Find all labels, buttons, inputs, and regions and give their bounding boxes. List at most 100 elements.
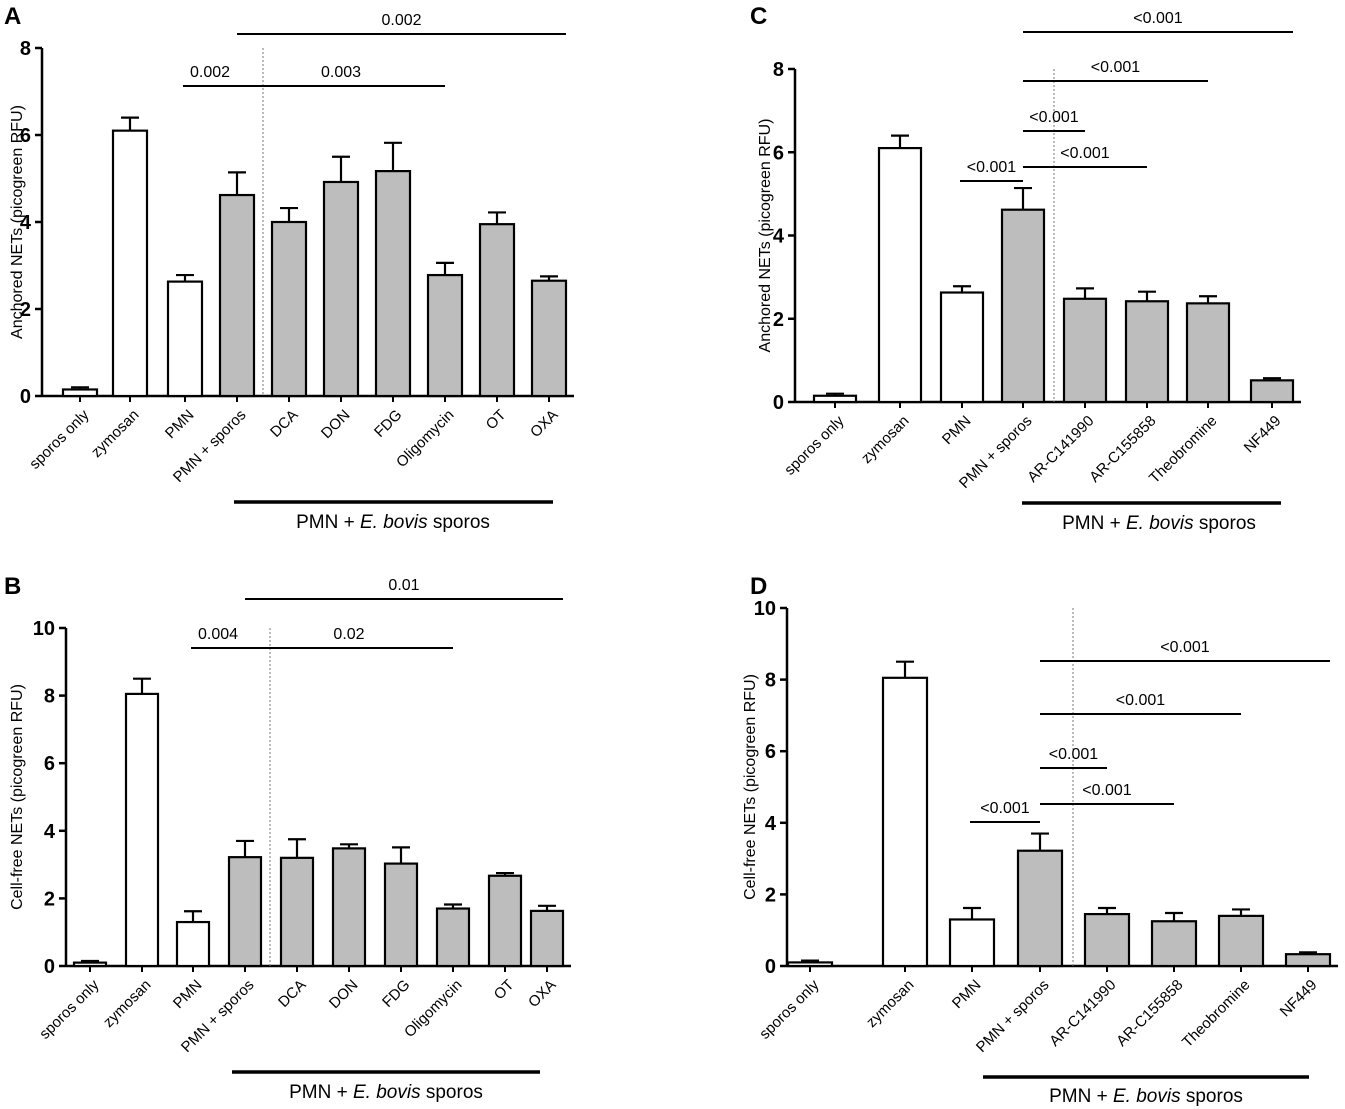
y-tick-label: 4 [20, 212, 32, 234]
bar [270, 220, 308, 398]
significance-label: <0.001 [1029, 109, 1078, 126]
bar [1185, 302, 1231, 404]
bar [1249, 379, 1295, 404]
group-label: PMN + E. bovis sporos [1049, 1086, 1243, 1107]
y-axis-title: Anchored NETs (picogreen RFU) [757, 119, 774, 353]
bar [111, 129, 149, 398]
bar [1150, 920, 1198, 968]
bar [383, 862, 419, 968]
significance-label: 0.002 [190, 64, 230, 81]
bar [279, 856, 315, 968]
bar [1284, 953, 1332, 968]
y-tick-label: 8 [773, 59, 784, 81]
y-tick-label: 0 [765, 956, 776, 978]
significance-label: 0.004 [198, 626, 238, 643]
bar [478, 223, 516, 398]
bar [939, 291, 985, 404]
category-label: Theobromine [1179, 976, 1254, 1051]
bar [175, 920, 211, 968]
significance-label: <0.001 [1160, 639, 1209, 656]
significance-label: 0.003 [321, 64, 361, 81]
bar [435, 907, 471, 968]
category-label: PMN [170, 976, 206, 1012]
bar [1062, 297, 1108, 404]
y-tick-label: 4 [773, 226, 785, 248]
y-tick-label: 2 [773, 309, 784, 331]
significance-label: <0.001 [1091, 59, 1140, 76]
category-label: OT [491, 976, 518, 1003]
category-label: zymosan [100, 976, 154, 1030]
y-axis-title: Anchored NETs (picogreen RFU) [9, 105, 26, 339]
bar [426, 273, 464, 398]
category-label: DON [318, 406, 354, 442]
y-tick-label: 10 [33, 618, 55, 640]
panel-letter: B [4, 573, 21, 600]
category-label: sporos only [36, 976, 103, 1043]
y-tick-label: 8 [44, 686, 55, 708]
y-tick-label: 2 [765, 884, 776, 906]
bar [1124, 300, 1170, 404]
bar [786, 961, 834, 968]
category-label: sporos only [756, 976, 823, 1043]
bar [1000, 208, 1046, 404]
category-label: PMN + sporos [973, 976, 1053, 1056]
y-tick-label: 8 [20, 38, 31, 60]
category-label: zymosan [858, 412, 912, 466]
significance-label: 0.01 [388, 577, 419, 594]
panel-d: D 0 2 4 6 8 10 Cell-free NETs (picogreen RFU) s… [742, 573, 1338, 1107]
category-label: PMN [162, 406, 198, 442]
category-label: AR-C141990 [1046, 976, 1119, 1049]
bar [124, 692, 160, 968]
category-label: PMN [939, 412, 975, 448]
y-tick-label: 6 [765, 741, 776, 763]
bar [331, 847, 367, 968]
bar [881, 676, 929, 968]
panel-letter: A [4, 3, 21, 30]
significance-label: <0.001 [1133, 10, 1182, 27]
bar [218, 193, 256, 398]
significance-label: 0.02 [333, 626, 364, 643]
bar [812, 394, 858, 404]
y-tick-label: 4 [44, 821, 56, 843]
category-label: sporos only [781, 412, 848, 479]
y-tick-label: 4 [765, 813, 777, 835]
y-tick-label: 0 [20, 386, 31, 408]
category-label: zymosan [863, 976, 917, 1030]
bar [1016, 849, 1064, 968]
bar [374, 170, 412, 398]
significance-label: <0.001 [967, 159, 1016, 176]
bar [166, 280, 204, 398]
bar [227, 856, 263, 968]
bar [529, 909, 565, 968]
group-label: PMN + E. bovis sporos [1062, 513, 1256, 534]
bar [1083, 912, 1131, 968]
group-label: PMN + E. bovis sporos [289, 1082, 483, 1103]
category-label: FDG [379, 976, 413, 1010]
bar [1217, 914, 1265, 968]
category-label: DON [326, 976, 362, 1012]
significance-label: <0.001 [1060, 145, 1109, 162]
y-tick-label: 0 [773, 392, 784, 414]
y-tick-label: 2 [44, 888, 55, 910]
significance-label: 0.002 [381, 12, 421, 29]
bar [72, 961, 108, 968]
category-label: sporos only [26, 406, 93, 473]
panel-letter: D [750, 573, 767, 600]
panel-a: A 0 2 4 6 8 Anchored NETs (picogreen RFU) spor… [4, 3, 574, 533]
y-tick-label: 2 [20, 299, 31, 321]
significance-label: <0.001 [1049, 746, 1098, 763]
category-label: NF449 [1277, 976, 1321, 1020]
bar [61, 388, 99, 398]
category-label: NF449 [1241, 412, 1285, 456]
panel-letter: C [750, 3, 767, 30]
category-label: AR-C155858 [1113, 976, 1186, 1049]
bar [948, 918, 996, 968]
group-label: PMN + E. bovis sporos [296, 512, 490, 533]
category-label: OT [483, 406, 510, 433]
y-tick-label: 10 [754, 598, 776, 620]
category-label: PMN [949, 976, 985, 1012]
significance-label: <0.001 [980, 800, 1029, 817]
y-tick-label: 0 [44, 956, 55, 978]
category-label: DCA [275, 976, 309, 1010]
